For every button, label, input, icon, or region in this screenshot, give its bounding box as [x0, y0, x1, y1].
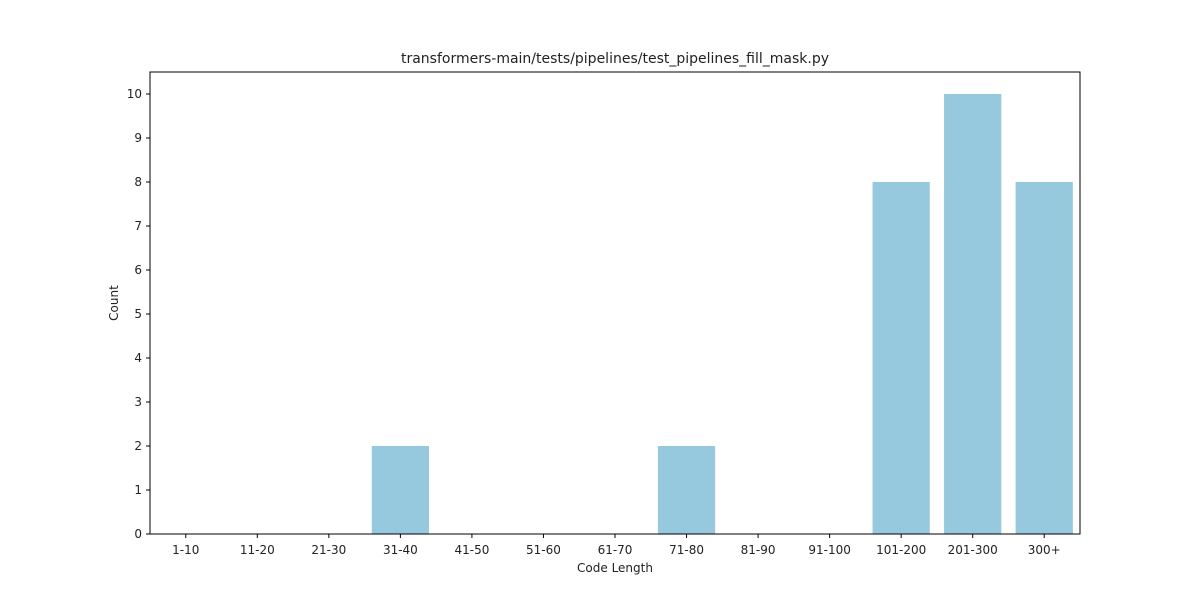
x-tick-label: 21-30 — [311, 543, 346, 557]
y-tick-label: 6 — [134, 263, 142, 277]
x-tick-label: 71-80 — [669, 543, 704, 557]
x-tick-label: 11-20 — [240, 543, 275, 557]
x-tick-label: 201-300 — [948, 543, 998, 557]
x-tick-label: 81-90 — [741, 543, 776, 557]
y-tick-label: 8 — [134, 175, 142, 189]
bar-31-40 — [371, 446, 429, 534]
x-tick-label: 31-40 — [383, 543, 418, 557]
y-tick-label: 4 — [134, 351, 142, 365]
x-tick-label: 300+ — [1028, 543, 1061, 557]
x-tick-label: 51-60 — [526, 543, 561, 557]
y-tick-label: 3 — [134, 395, 142, 409]
x-tick-label: 61-70 — [598, 543, 633, 557]
y-tick-label: 1 — [134, 483, 142, 497]
bars-group — [371, 94, 1073, 534]
y-tick-label: 9 — [134, 131, 142, 145]
x-tick-label: 41-50 — [454, 543, 489, 557]
y-tick-label: 0 — [134, 527, 142, 541]
x-tick-label: 101-200 — [876, 543, 926, 557]
x-axis-ticks: 1-10 11-20 21-30 31-40 41-50 51-60 61-70 71-80 8… — [172, 534, 1061, 557]
chart-title: transformers-main/tests/pipelines/test_p… — [401, 51, 829, 67]
y-tick-label: 10 — [127, 87, 142, 101]
plot-frame — [149, 71, 1081, 535]
y-axis-label: Count — [107, 285, 121, 321]
y-tick-label: 5 — [134, 307, 142, 321]
bar-101-200 — [872, 182, 930, 534]
y-axis-ticks: 0 1 2 3 4 5 6 7 8 9 10 — [127, 87, 150, 541]
bar-300+ — [1015, 182, 1073, 534]
y-tick-label: 2 — [134, 439, 142, 453]
y-tick-label: 7 — [134, 219, 142, 233]
x-tick-label: 91-100 — [808, 543, 851, 557]
bar-71-80 — [657, 446, 716, 534]
bar-201-300 — [944, 94, 1002, 534]
x-tick-label: 1-10 — [172, 543, 199, 557]
x-axis-label: Code Length — [577, 561, 653, 575]
